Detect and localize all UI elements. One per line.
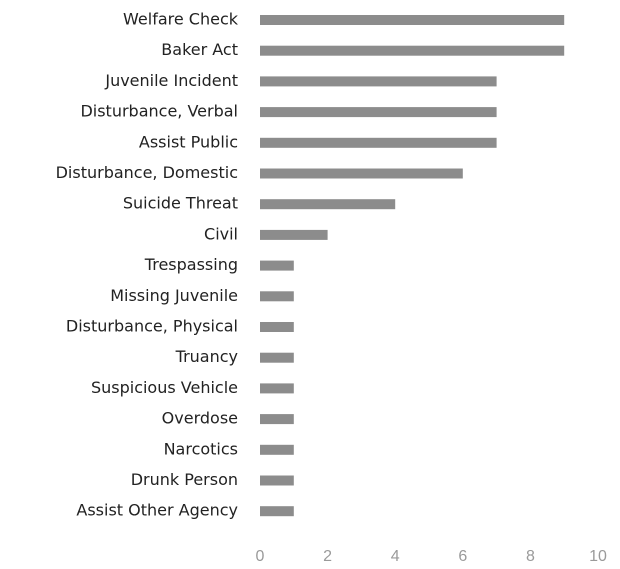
bar (260, 322, 294, 332)
y-tick-label: Suspicious Vehicle (91, 378, 238, 397)
y-tick-label: Trespassing (144, 255, 238, 274)
bar (260, 45, 565, 56)
bar (260, 168, 463, 179)
y-tick-label: Disturbance, Domestic (56, 163, 238, 182)
y-tick-label: Assist Public (139, 132, 238, 151)
bar (260, 475, 294, 486)
bar (260, 229, 328, 240)
y-tick-label: Baker Act (161, 40, 238, 59)
y-tick-label: Disturbance, Verbal (80, 102, 238, 121)
bar (260, 107, 497, 118)
y-tick-label: Welfare Check (123, 10, 239, 29)
y-tick-label: Overdose (162, 409, 238, 428)
x-tick-label: 8 (526, 548, 535, 565)
y-tick-label: Assist Other Agency (76, 501, 238, 520)
y-tick-label: Missing Juvenile (110, 286, 238, 305)
bar (260, 291, 294, 302)
bar (260, 137, 497, 148)
bar (260, 444, 294, 455)
x-tick-label: 4 (391, 548, 400, 565)
y-tick-label: Civil (204, 224, 238, 243)
x-tick-label: 6 (458, 548, 467, 565)
bar (260, 199, 396, 210)
bar (260, 352, 294, 363)
y-tick-label: Narcotics (164, 439, 238, 458)
x-tick-label: 10 (589, 548, 607, 565)
y-tick-label: Disturbance, Physical (66, 317, 238, 336)
bar (260, 383, 294, 394)
y-tick-label: Drunk Person (131, 470, 238, 489)
y-tick-label: Truancy (175, 347, 238, 366)
bar (260, 260, 294, 271)
x-tick-label: 0 (256, 548, 265, 565)
bar (260, 506, 294, 517)
bar (260, 414, 294, 425)
y-tick-label: Suicide Threat (123, 194, 238, 213)
bar (260, 15, 565, 25)
bar (260, 76, 497, 87)
x-tick-label: 2 (323, 548, 332, 565)
y-tick-label: Juvenile Incident (104, 71, 238, 90)
